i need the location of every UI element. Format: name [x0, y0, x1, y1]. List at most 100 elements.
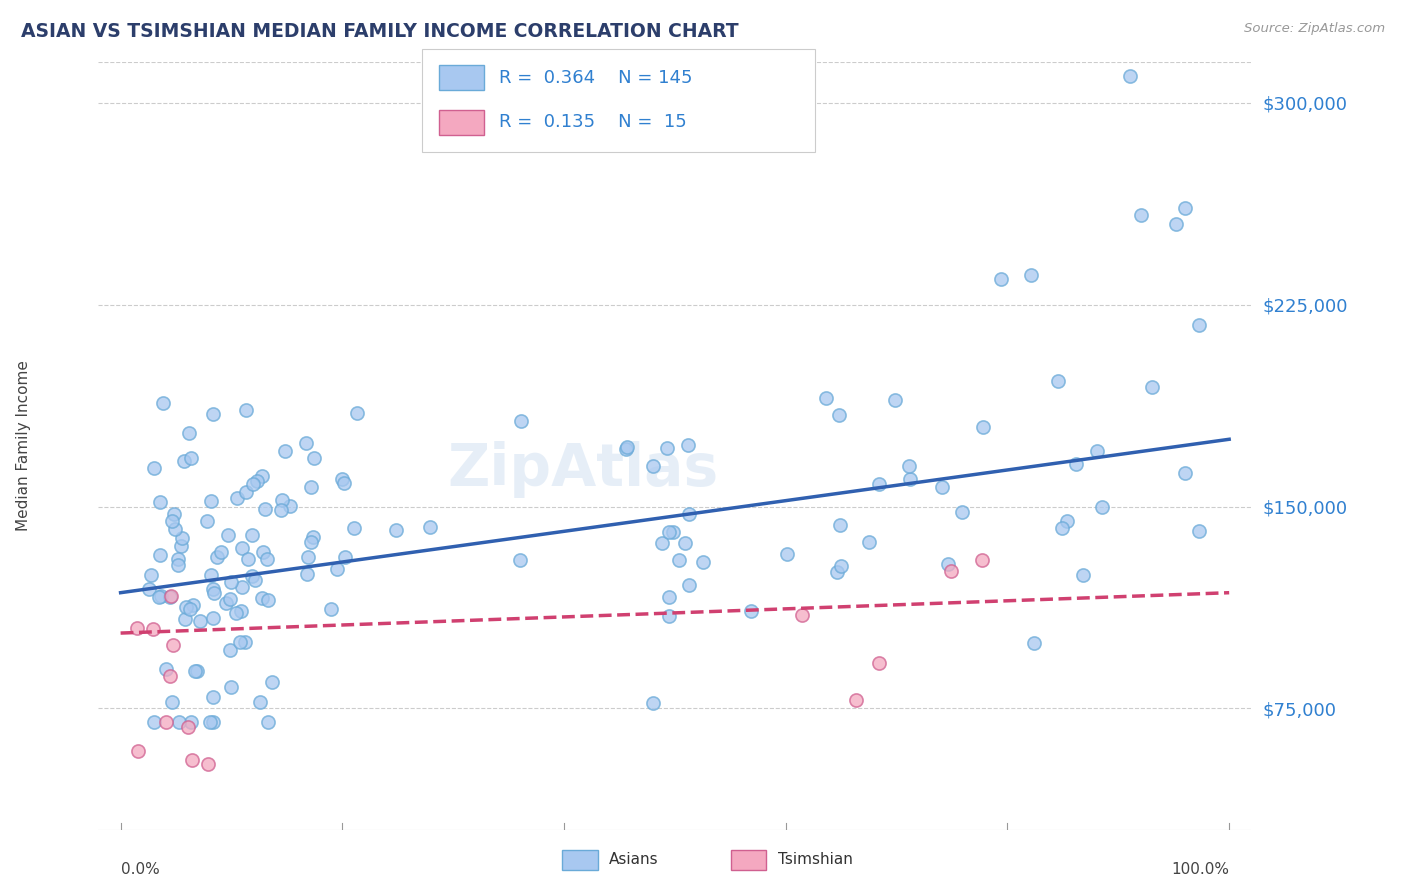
- Point: [149, 589, 172, 603]
- Point: [990, 272, 1012, 286]
- Point: [256, 714, 278, 729]
- Point: [200, 493, 222, 508]
- Point: [1024, 636, 1046, 650]
- Point: [215, 596, 238, 610]
- Point: [678, 508, 700, 522]
- Point: [1174, 466, 1197, 480]
- Text: Tsimshian: Tsimshian: [778, 853, 852, 867]
- Text: Source: ZipAtlas.com: Source: ZipAtlas.com: [1244, 22, 1385, 36]
- Point: [141, 622, 163, 636]
- Point: [162, 514, 184, 528]
- Point: [740, 604, 762, 618]
- Point: [897, 458, 920, 473]
- Point: [295, 566, 318, 581]
- Point: [202, 690, 225, 705]
- Point: [170, 539, 193, 553]
- Point: [830, 559, 852, 574]
- Point: [814, 391, 837, 405]
- Point: [384, 523, 406, 537]
- Point: [202, 585, 225, 599]
- Point: [657, 442, 679, 456]
- Point: [160, 695, 183, 709]
- Point: [790, 607, 813, 622]
- Point: [202, 582, 225, 596]
- Point: [510, 414, 533, 428]
- Point: [297, 550, 319, 565]
- Point: [950, 505, 973, 519]
- Point: [858, 535, 880, 549]
- Point: [333, 476, 356, 491]
- Point: [250, 469, 273, 483]
- Point: [202, 714, 225, 729]
- Point: [643, 696, 665, 710]
- Point: [143, 460, 166, 475]
- Point: [240, 528, 263, 542]
- Point: [243, 573, 266, 587]
- Point: [676, 438, 699, 452]
- Point: [1188, 318, 1211, 333]
- Point: [202, 611, 225, 625]
- Point: [173, 454, 195, 468]
- Point: [183, 665, 205, 679]
- Point: [179, 602, 201, 616]
- Point: [658, 590, 681, 604]
- Point: [127, 744, 149, 758]
- Point: [218, 643, 240, 657]
- Point: [229, 635, 252, 649]
- Point: [231, 580, 253, 594]
- Text: R =  0.364    N = 145: R = 0.364 N = 145: [499, 69, 693, 87]
- Point: [159, 590, 181, 604]
- Point: [678, 577, 700, 591]
- Point: [200, 567, 222, 582]
- Point: [346, 406, 368, 420]
- Point: [155, 714, 177, 729]
- Point: [651, 536, 673, 550]
- Point: [162, 638, 184, 652]
- Point: [143, 714, 166, 729]
- Point: [1091, 500, 1114, 515]
- Point: [776, 548, 799, 562]
- Point: [343, 521, 366, 535]
- Point: [173, 612, 195, 626]
- Point: [333, 550, 356, 565]
- Point: [127, 621, 149, 635]
- Point: [252, 545, 274, 559]
- Point: [219, 592, 242, 607]
- Text: Median Family Income: Median Family Income: [15, 360, 31, 532]
- Point: [845, 693, 868, 707]
- Point: [658, 609, 681, 624]
- Point: [197, 756, 219, 771]
- Point: [883, 393, 905, 408]
- Point: [1046, 374, 1069, 388]
- Point: [1073, 568, 1095, 582]
- Point: [159, 589, 181, 603]
- Text: R =  0.135    N =  15: R = 0.135 N = 15: [499, 113, 688, 131]
- Point: [1174, 201, 1197, 215]
- Point: [1085, 444, 1108, 458]
- Point: [657, 524, 679, 539]
- Point: [242, 476, 264, 491]
- Point: [235, 403, 257, 417]
- Point: [257, 593, 280, 607]
- Point: [1056, 514, 1078, 528]
- Point: [302, 530, 325, 544]
- Point: [159, 669, 181, 683]
- Point: [207, 550, 229, 565]
- Point: [1050, 521, 1073, 535]
- Point: [246, 474, 269, 488]
- Text: ASIAN VS TSIMSHIAN MEDIAN FAMILY INCOME CORRELATION CHART: ASIAN VS TSIMSHIAN MEDIAN FAMILY INCOME …: [21, 22, 738, 41]
- Point: [692, 555, 714, 569]
- Point: [152, 396, 174, 410]
- Point: [238, 552, 260, 566]
- Point: [138, 582, 160, 597]
- Point: [616, 440, 638, 454]
- Point: [1130, 208, 1153, 222]
- Point: [181, 599, 204, 613]
- Point: [419, 520, 441, 534]
- Point: [270, 503, 292, 517]
- Point: [229, 604, 252, 618]
- Point: [868, 477, 890, 491]
- Point: [226, 491, 249, 505]
- Point: [262, 675, 284, 690]
- Point: [931, 480, 953, 494]
